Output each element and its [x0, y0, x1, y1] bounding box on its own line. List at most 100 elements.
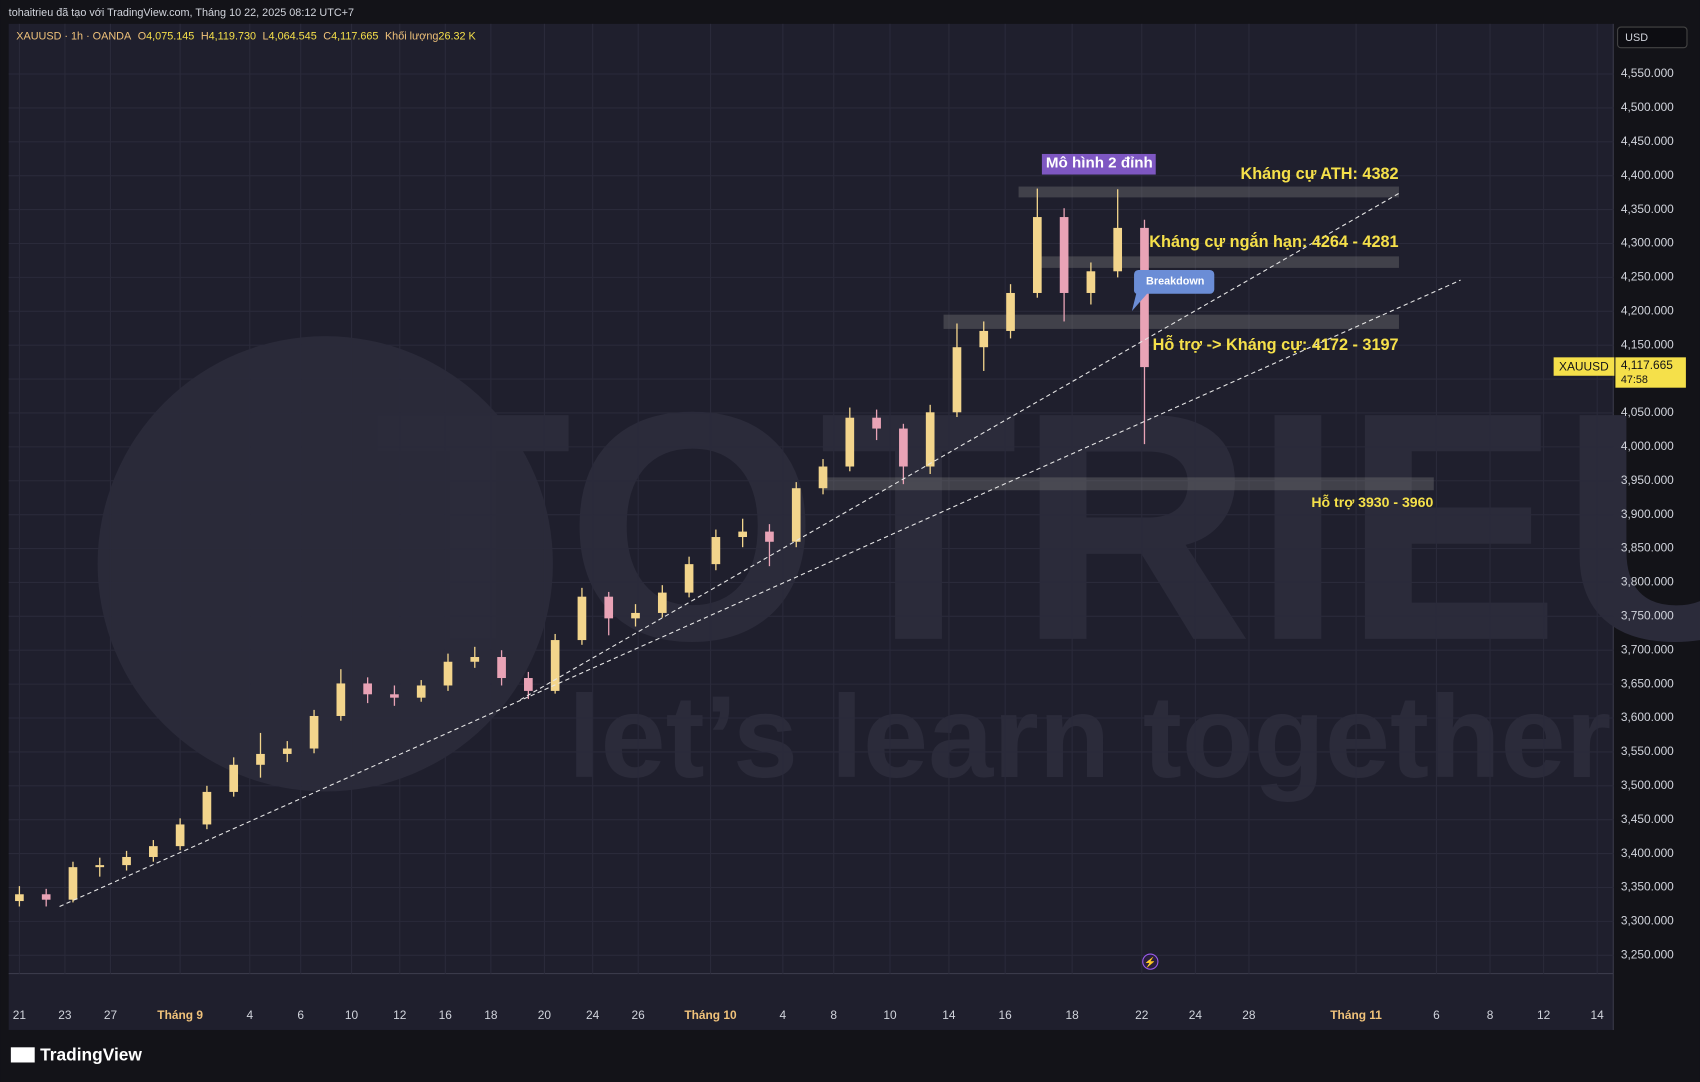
y-tick-label: 3,400.000	[1621, 846, 1674, 860]
ohlc-key: C	[323, 31, 331, 43]
x-tick-label: 8	[830, 1008, 837, 1022]
symbol: XAUUSD · 1h · OANDA	[16, 31, 132, 43]
candle-body	[925, 412, 935, 467]
candle-body	[657, 592, 667, 613]
zone	[823, 477, 1434, 491]
y-tick-label: 3,250.000	[1621, 947, 1674, 961]
x-tick-label: 21	[13, 1008, 27, 1022]
candle-body	[336, 683, 346, 716]
watermark-text: TOTRIEU	[373, 345, 1700, 708]
x-tick-label: 23	[58, 1008, 72, 1022]
y-tick-label: 4,300.000	[1621, 236, 1674, 250]
candle-body	[524, 678, 533, 691]
candle-body	[1059, 217, 1069, 293]
y-tick-label: 4,000.000	[1621, 439, 1674, 453]
zone	[1018, 186, 1399, 198]
candle-body	[899, 428, 908, 467]
y-tick-label: 3,950.000	[1621, 473, 1674, 487]
candle-body	[791, 488, 801, 542]
y-tick-label: 4,050.000	[1621, 405, 1674, 419]
candle-body	[41, 894, 51, 900]
ohlc-key: O	[138, 31, 146, 43]
x-tick-label: 24	[1189, 1008, 1203, 1022]
candle-body	[1086, 271, 1096, 293]
trendline	[59, 279, 1461, 907]
x-tick-label: 6	[1433, 1008, 1440, 1022]
candle-body	[872, 417, 881, 429]
y-tick-label: 3,700.000	[1621, 642, 1674, 656]
x-tick-label: 18	[484, 1008, 498, 1022]
pattern-label-box	[1041, 153, 1156, 175]
y-tick-label: 3,750.000	[1621, 608, 1674, 622]
x-tick-label: 16	[439, 1008, 453, 1022]
x-tick-label: 4	[246, 1008, 253, 1022]
annotation: Kháng cự ngắn hạn: 4264 - 4281	[1149, 232, 1398, 251]
candle-body	[470, 657, 480, 662]
last-price: 4,117.665	[1621, 358, 1673, 372]
event-icon-glyph: ⚡	[1144, 956, 1156, 968]
x-tick-label: Tháng 10	[684, 1008, 737, 1022]
annotation: Hỗ trợ -> Kháng cự: 4172 - 3197	[1153, 335, 1399, 354]
ohlc-value: 4,119.730	[209, 31, 256, 43]
y-tick-label: 3,300.000	[1621, 914, 1674, 928]
y-tick-label: 3,850.000	[1621, 541, 1674, 555]
breakdown-bubble	[1131, 269, 1215, 312]
y-tick-label: 4,550.000	[1621, 66, 1674, 80]
candle-body	[68, 867, 78, 900]
y-tick-label: 3,500.000	[1621, 778, 1674, 792]
candle-body	[952, 347, 962, 413]
y-tick-label: 4,350.000	[1621, 202, 1674, 216]
y-tick-label: 4,500.000	[1621, 100, 1674, 114]
watermark-slogan: let’s learn together	[568, 671, 1611, 802]
candle-body	[1113, 227, 1123, 272]
candle-body	[229, 764, 239, 792]
candle-body	[684, 564, 694, 593]
candle-body	[1006, 292, 1015, 331]
candle-body	[765, 531, 774, 542]
candle-body	[711, 537, 721, 565]
x-tick-label: 6	[297, 1008, 304, 1022]
y-tick-label: 3,800.000	[1621, 575, 1674, 589]
candle-body	[122, 856, 131, 866]
y-tick-label: 4,400.000	[1621, 168, 1674, 182]
y-tick-label: 3,600.000	[1621, 710, 1674, 724]
candle-body	[390, 694, 399, 698]
candle-body	[309, 715, 319, 749]
candle-body	[631, 612, 640, 619]
candle-body	[1032, 217, 1042, 293]
ohlc-key: H	[201, 31, 209, 43]
currency-button[interactable]	[1617, 26, 1688, 49]
x-tick-label: 24	[586, 1008, 600, 1022]
x-tick-label: 26	[632, 1008, 646, 1022]
x-tick-label: 10	[345, 1008, 359, 1022]
y-tick-label: 4,450.000	[1621, 134, 1674, 148]
candle-body	[577, 596, 587, 641]
x-tick-label: Tháng 11	[1330, 1008, 1382, 1022]
candle-body	[175, 824, 185, 847]
ohlc-value: 4,117.665	[331, 31, 378, 43]
candle-body	[443, 661, 453, 686]
x-tick-label: Tháng 9	[157, 1008, 203, 1022]
x-tick-label: 12	[1537, 1008, 1551, 1022]
y-tick-label: 4,150.000	[1621, 337, 1674, 351]
countdown: 47:58	[1621, 374, 1648, 386]
trendline	[520, 192, 1400, 701]
ohlc-value: 26.32 K	[438, 31, 476, 43]
x-tick-label: 4	[780, 1008, 787, 1022]
y-tick-label: 3,450.000	[1621, 812, 1674, 826]
ohlc-value: 4,064.545	[269, 31, 317, 43]
brand-logo	[10, 1047, 35, 1063]
x-tick-label: 12	[393, 1008, 407, 1022]
candle-body	[202, 791, 212, 825]
symbol-tag	[1553, 357, 1615, 376]
event-icon[interactable]	[1142, 953, 1159, 970]
y-tick-label: 3,550.000	[1621, 744, 1674, 758]
candle-body	[818, 466, 828, 489]
x-tick-label: 8	[1487, 1008, 1494, 1022]
watermark: TOTRIEU let’s learn together	[97, 336, 1700, 802]
x-tick-label: 10	[883, 1008, 897, 1022]
zone	[1034, 256, 1399, 268]
annotation: Mô hình 2 đỉnh	[1046, 155, 1153, 172]
candle-body	[497, 657, 506, 679]
